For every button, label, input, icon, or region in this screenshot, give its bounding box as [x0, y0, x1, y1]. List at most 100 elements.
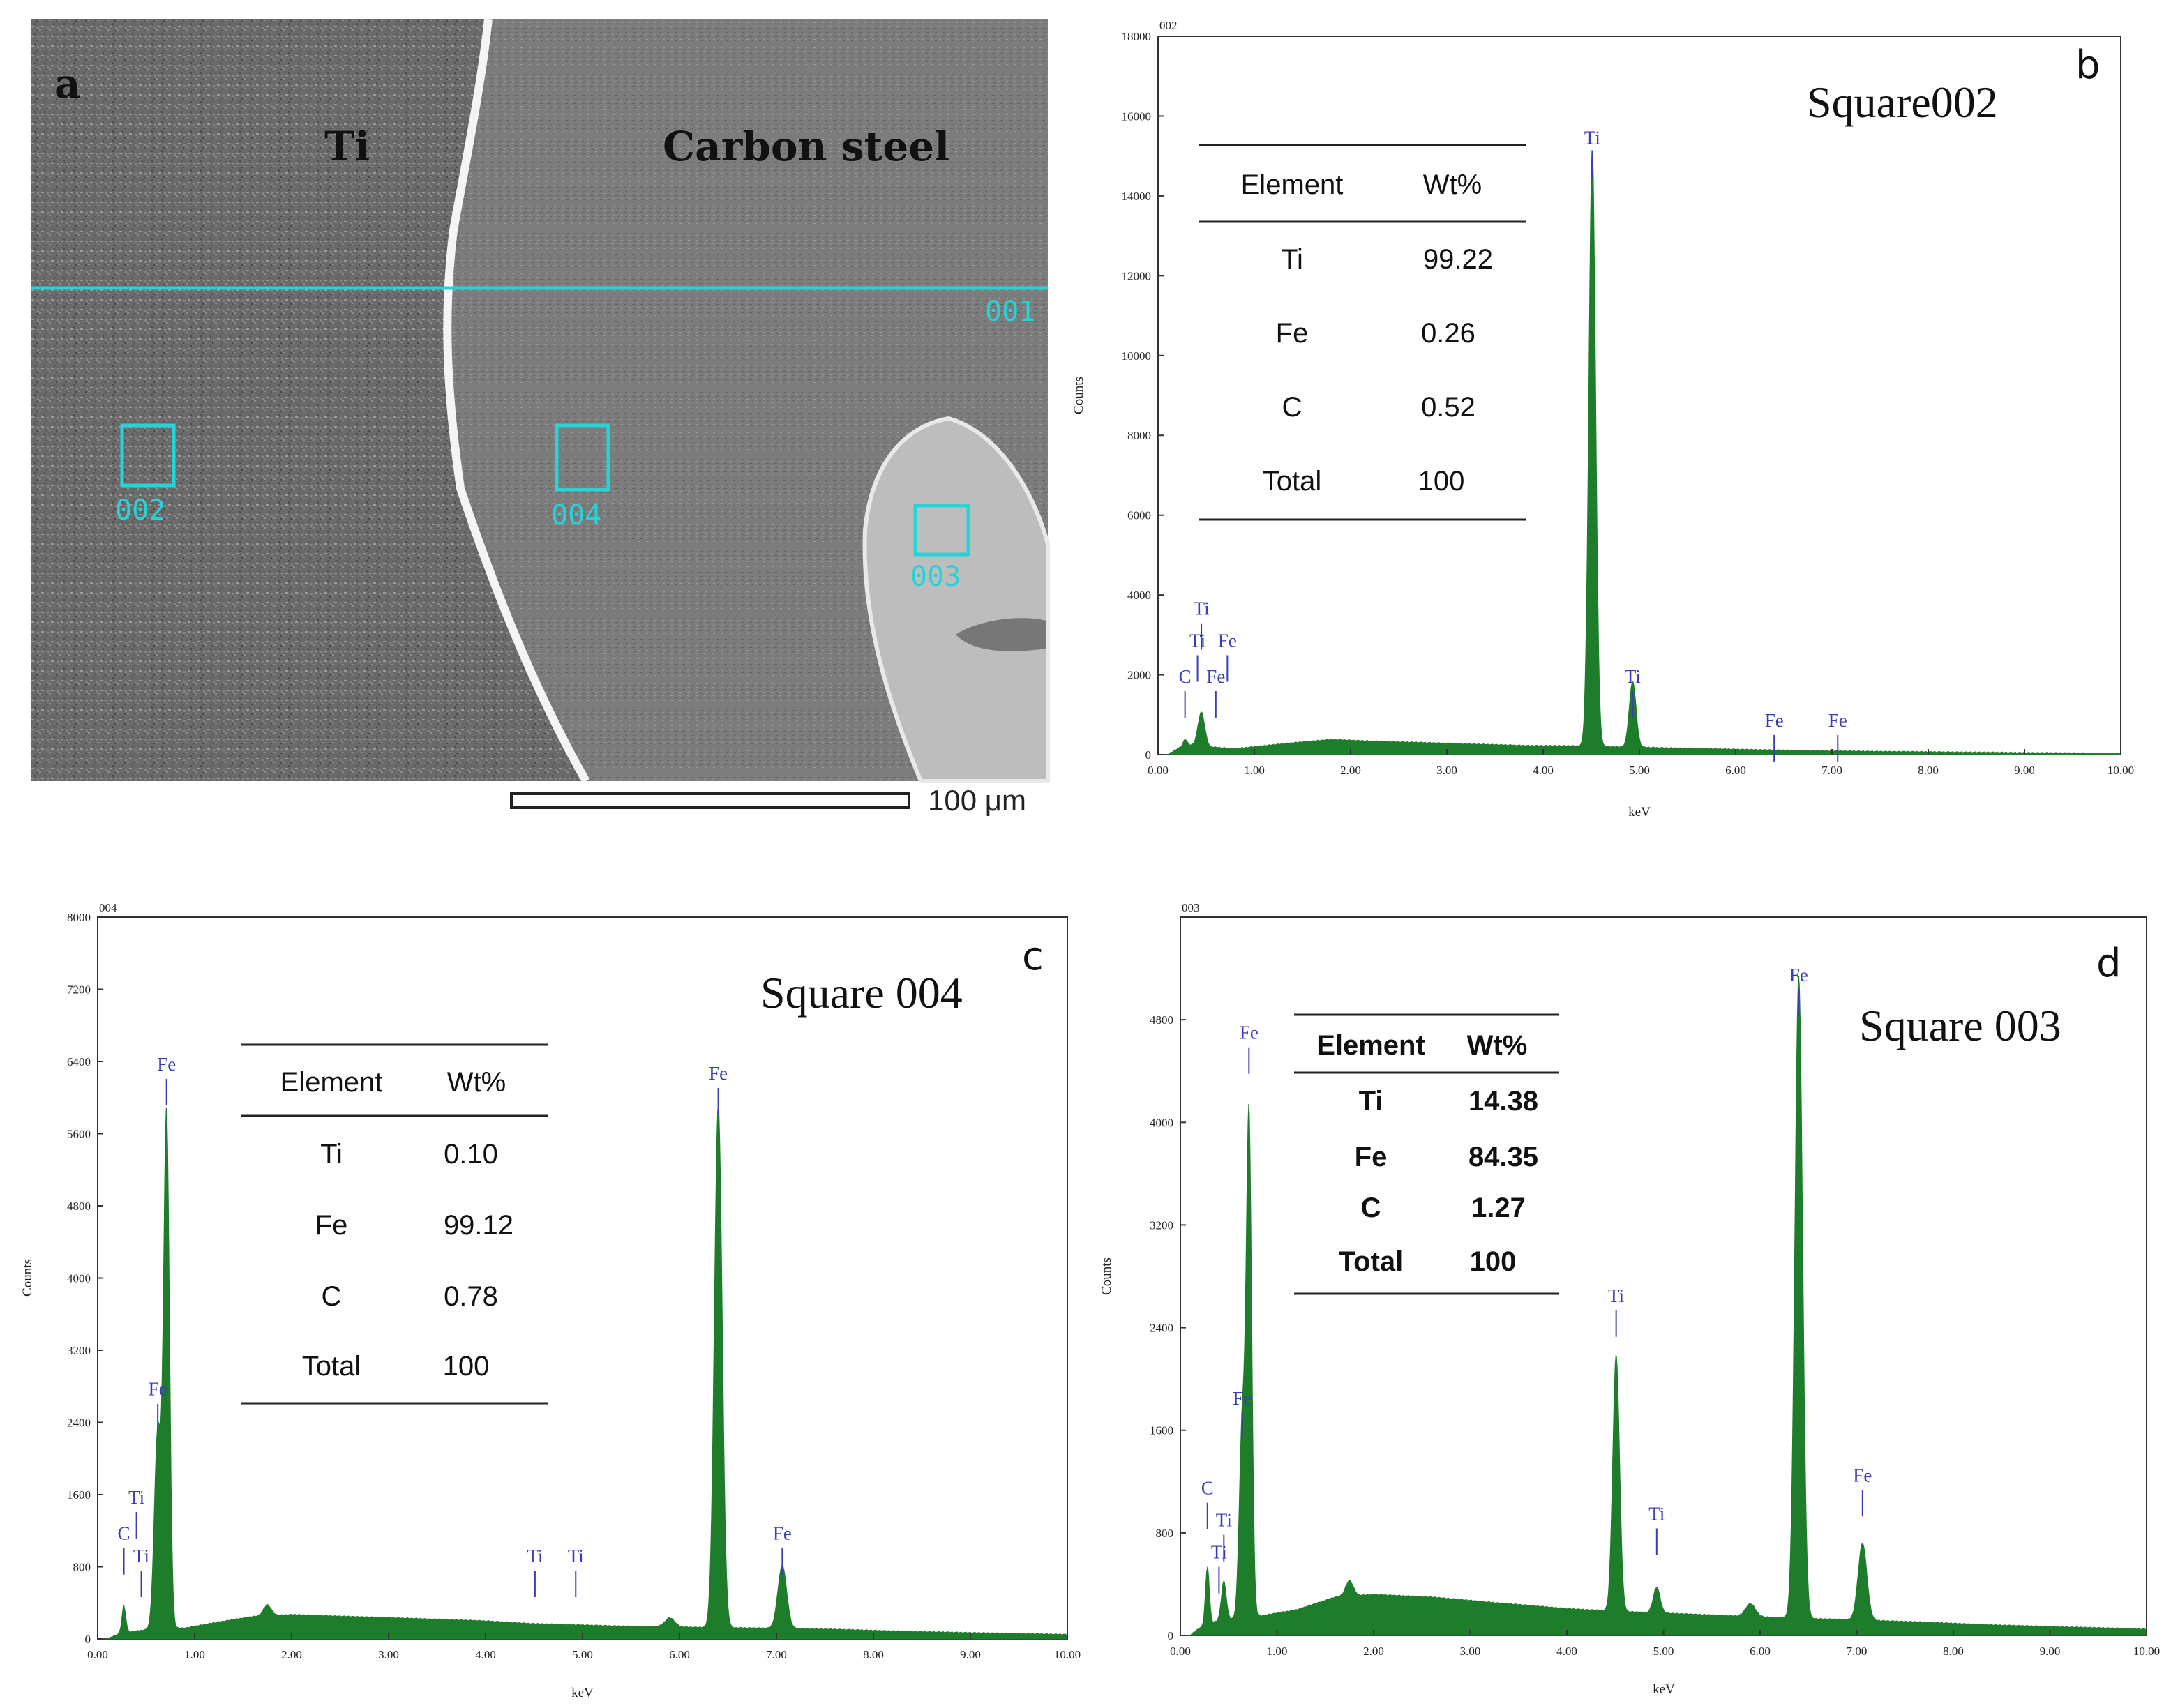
plot-frame-d [1180, 916, 2147, 1636]
y-axis-title-d: Counts [1099, 1257, 1114, 1295]
y-tick-label: 8000 [1127, 429, 1151, 442]
y-tick-label: 1600 [67, 1488, 91, 1502]
y-tick-label: 4000 [1150, 1116, 1173, 1129]
line-label-001: 001 [985, 296, 1035, 328]
axis-ticks-c: 0.00 1.00 2.00 3.00 4.00 5.00 6.00 7.00 8.00 9.00… [67, 911, 1081, 1661]
table-cell: 0.10 [444, 1139, 498, 1170]
x-tick-label: 8.00 [1943, 1645, 1964, 1658]
peak-label: Ti [1584, 128, 1600, 149]
y-tick-label: 3200 [67, 1344, 91, 1357]
y-tick-label: 14000 [1122, 190, 1152, 203]
peak-label: Fe [1853, 1465, 1872, 1486]
x-tick-label: 5.00 [572, 1648, 593, 1661]
table-cell: Fe [315, 1210, 348, 1241]
peak-label: Fe [773, 1523, 792, 1544]
table-header-element: Element [280, 1067, 383, 1098]
composition-table-b: Element Wt% Ti 99.22 Fe 0.26 C 0.52 Tota… [1199, 144, 1526, 521]
peak-label: Ti [568, 1545, 584, 1566]
x-tick-label: 1.00 [1267, 1645, 1288, 1658]
table-cell: 99.12 [444, 1210, 513, 1241]
table-cell: Ti [1281, 244, 1303, 275]
dark-inclusion [956, 618, 1046, 651]
x-axis-title-c: keV [571, 1686, 594, 1700]
sample-tag-b: 002 [1159, 19, 1178, 32]
table-header-wt: Wt% [1467, 1030, 1528, 1061]
y-tick-label: 2400 [67, 1416, 91, 1430]
y-tick-label: 2400 [1150, 1322, 1173, 1335]
table-cell: 1.27 [1471, 1193, 1526, 1223]
y-tick-label: 4800 [1150, 1013, 1173, 1027]
panel-letter-c: c [1022, 934, 1044, 979]
peak-labels-b: Ti Ti Ti Ti C Fe Fe Fe Fe [1179, 128, 1847, 762]
y-tick-label: 4000 [67, 1272, 91, 1285]
x-tick-label: 9.00 [960, 1648, 981, 1661]
peak-label: C [1201, 1478, 1214, 1499]
table-cell: Ti [320, 1139, 343, 1170]
x-tick-label: 0.00 [1148, 764, 1169, 777]
peak-label: Fe [1765, 710, 1784, 731]
x-tick-label: 7.00 [1821, 764, 1842, 777]
table-header-wt: Wt% [1423, 169, 1482, 200]
x-tick-label: 9.00 [2014, 764, 2035, 777]
y-tick-label: 2000 [1127, 669, 1151, 682]
y-tick-label: 4000 [1127, 589, 1151, 602]
composition-table-d: Element Wt% Ti 14.38 Fe 84.35 C 1.27 Tot… [1294, 1013, 1559, 1295]
x-tick-label: 2.00 [281, 1648, 302, 1661]
y-tick-label: 8000 [67, 911, 91, 924]
y-axis-title-c: Counts [20, 1259, 35, 1297]
spectrum-panel-d: 0.00 1.00 2.00 3.00 4.00 5.00 6.00 7.00 8.00 9.00… [1099, 901, 2160, 1697]
peak-label: Fe [157, 1054, 176, 1075]
spectrum-panel-b: 0.00 1.00 2.00 3.00 4.00 5.00 6.00 7.00 8.00 9.00… [1072, 19, 2134, 819]
x-tick-label: 6.00 [1725, 764, 1746, 777]
x-tick-label: 5.00 [1629, 764, 1650, 777]
table-cell: 14.38 [1468, 1086, 1538, 1117]
x-tick-label: 1.00 [1244, 764, 1265, 777]
y-tick-label: 6000 [1127, 509, 1151, 522]
y-tick-label: 12000 [1122, 269, 1152, 282]
spectrum-area-d [1180, 976, 2147, 1636]
sample-tag-d: 003 [1182, 901, 1200, 914]
table-cell: 100 [443, 1351, 490, 1382]
peak-label: Ti [1648, 1503, 1665, 1524]
x-tick-label: 3.00 [1460, 1645, 1481, 1658]
y-tick-label: 0 [85, 1633, 91, 1646]
measure-box-002-label: 002 [115, 494, 165, 527]
peak-label: Ti [133, 1545, 149, 1566]
x-tick-label: 7.00 [1847, 1645, 1868, 1658]
composition-table-c: Element Wt% Ti 0.10 Fe 99.12 C 0.78 Tota… [241, 1043, 548, 1405]
x-tick-label: 4.00 [475, 1648, 496, 1661]
chart-title-c: Square 004 [760, 968, 963, 1018]
y-tick-label: 16000 [1122, 109, 1152, 123]
axis-ticks-d: 0.00 1.00 2.00 3.00 4.00 5.00 6.00 7.00 8.00 9.00… [1150, 1013, 2160, 1658]
x-tick-label: 8.00 [863, 1648, 884, 1661]
table-cell: 0.78 [444, 1281, 498, 1312]
x-tick-label: 3.00 [1436, 764, 1457, 777]
x-tick-label: 2.00 [1340, 764, 1361, 777]
axis-ticks-b: 0.00 1.00 2.00 3.00 4.00 5.00 6.00 7.00 8.00 9.00… [1122, 30, 2135, 777]
table-cell: 0.26 [1421, 318, 1475, 349]
x-tick-label: 5.00 [1653, 1645, 1674, 1658]
y-tick-label: 800 [1156, 1527, 1174, 1540]
table-cell: C [1282, 392, 1302, 423]
titanium-region [31, 19, 586, 781]
sem-panel: a Ti Carbon steel 001 002 004 003 100 μm [31, 18, 1050, 817]
table-cell: 84.35 [1468, 1142, 1538, 1172]
panel-letter-a: a [54, 60, 81, 107]
peak-label: Fe [1206, 666, 1225, 687]
measure-box-003 [913, 504, 970, 557]
y-tick-label: 18000 [1122, 30, 1152, 43]
measure-box-004-label: 004 [551, 499, 601, 531]
x-tick-label: 4.00 [1556, 1645, 1577, 1658]
peak-label: Ti [1625, 666, 1641, 687]
peak-label: Ti [1216, 1510, 1232, 1531]
table-cell: C [322, 1281, 342, 1312]
x-tick-label: 3.00 [378, 1648, 399, 1661]
x-tick-label: 4.00 [1533, 764, 1554, 777]
table-cell: Total [1263, 466, 1322, 497]
y-tick-label: 7200 [67, 983, 91, 997]
table-cell: Fe [1276, 318, 1309, 349]
peak-label: Ti [1608, 1285, 1624, 1306]
peak-label: Fe [709, 1063, 728, 1084]
